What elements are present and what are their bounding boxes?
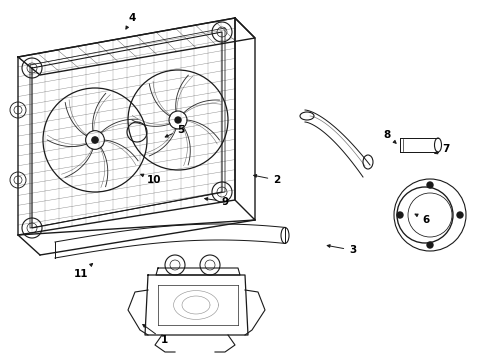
- Text: 4: 4: [126, 13, 136, 29]
- Text: 1: 1: [143, 324, 168, 345]
- Circle shape: [175, 117, 181, 123]
- Circle shape: [427, 242, 433, 248]
- Text: 11: 11: [74, 264, 93, 279]
- Circle shape: [92, 137, 98, 143]
- Circle shape: [427, 182, 433, 188]
- Text: 3: 3: [327, 245, 356, 255]
- Text: 10: 10: [141, 174, 162, 185]
- Text: 8: 8: [384, 130, 396, 143]
- Text: 6: 6: [415, 214, 430, 225]
- Circle shape: [397, 212, 403, 218]
- Text: 9: 9: [205, 197, 229, 207]
- Text: 7: 7: [435, 144, 450, 154]
- Circle shape: [457, 212, 463, 218]
- Text: 5: 5: [165, 125, 185, 137]
- Text: 2: 2: [254, 175, 280, 185]
